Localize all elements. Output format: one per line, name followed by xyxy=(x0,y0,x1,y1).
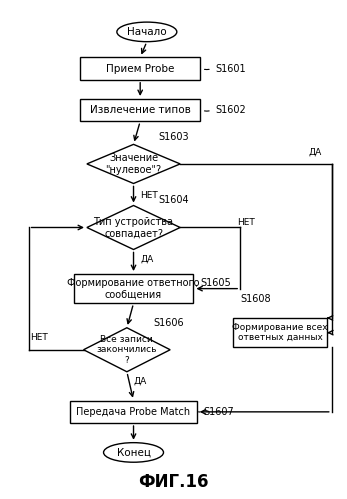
Text: НЕТ: НЕТ xyxy=(237,218,255,227)
Text: ДА: ДА xyxy=(140,254,153,263)
Text: S1608: S1608 xyxy=(240,294,271,304)
Text: Начало: Начало xyxy=(127,27,167,37)
Text: S1601: S1601 xyxy=(215,63,246,73)
Text: ФИГ.16: ФИГ.16 xyxy=(138,473,209,491)
Text: ДА: ДА xyxy=(308,148,322,157)
Text: S1604: S1604 xyxy=(159,195,189,205)
Text: Формирование ответного
сообщения: Формирование ответного сообщения xyxy=(67,278,200,299)
Text: S1607: S1607 xyxy=(203,407,234,417)
Text: S1605: S1605 xyxy=(200,278,231,288)
Text: Передача Probe Match: Передача Probe Match xyxy=(76,407,191,417)
Text: Извлечение типов: Извлечение типов xyxy=(90,105,191,115)
Text: ДА: ДА xyxy=(134,377,147,386)
Text: Конец: Конец xyxy=(117,448,151,458)
Text: Значение
"нулевое"?: Значение "нулевое"? xyxy=(105,153,162,175)
Text: S1606: S1606 xyxy=(153,318,184,328)
Text: Формирование всех
ответных данных: Формирование всех ответных данных xyxy=(232,323,328,342)
Text: Все записи
закончились
?: Все записи закончились ? xyxy=(96,335,157,365)
Text: Тип устройства
совпадает?: Тип устройства совпадает? xyxy=(94,217,174,239)
Text: Прием Probe: Прием Probe xyxy=(106,63,175,73)
Text: S1603: S1603 xyxy=(159,132,189,142)
Text: НЕТ: НЕТ xyxy=(30,333,48,342)
Text: S1602: S1602 xyxy=(215,105,246,115)
Text: НЕТ: НЕТ xyxy=(140,191,158,200)
